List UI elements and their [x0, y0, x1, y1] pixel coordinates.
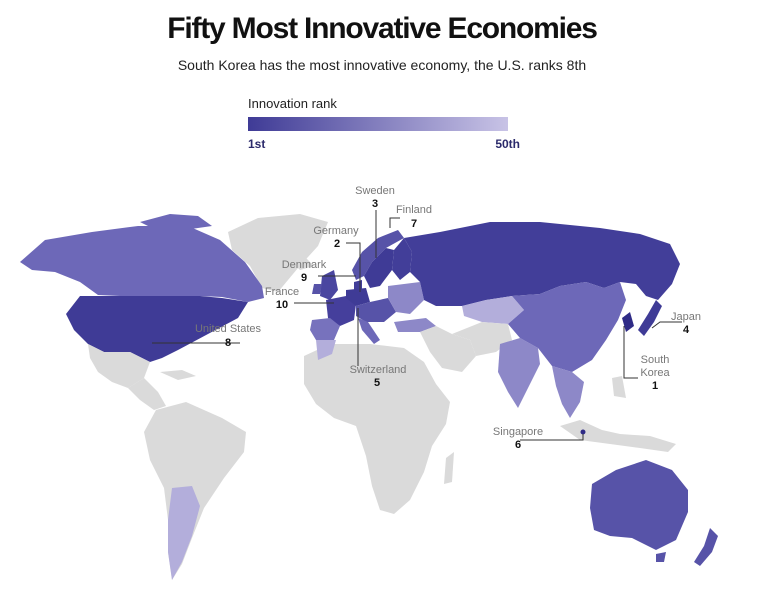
- chart-subtitle: South Korea has the most innovative econ…: [177, 57, 587, 73]
- singapore-marker: [580, 429, 586, 435]
- germany-leader: [346, 242, 361, 292]
- region-italy: [358, 318, 380, 344]
- region-uk: [320, 270, 338, 300]
- region-canada-islands: [140, 214, 212, 230]
- region-africa: [304, 344, 450, 514]
- region-new-zealand: [694, 528, 718, 566]
- singapore-leader: [520, 434, 584, 441]
- region-philippines: [612, 376, 626, 398]
- region-mexico: [88, 344, 150, 388]
- region-central-america: [128, 378, 166, 410]
- callout-name: Denmark: [282, 259, 327, 271]
- region-denmark: [354, 280, 362, 290]
- callout-rank: 4: [683, 324, 690, 336]
- region-japan: [638, 300, 662, 336]
- callout-rank: 1: [652, 380, 658, 392]
- callout-name: Japan: [671, 311, 701, 323]
- callout-name: Singapore: [493, 426, 543, 438]
- callout-switzerland: Switzerland 5: [350, 364, 407, 389]
- callout-rank: 10: [276, 299, 288, 311]
- callout-south-korea: South Korea 1: [640, 354, 670, 392]
- region-canada: [20, 226, 264, 302]
- region-madagascar: [444, 452, 454, 484]
- callout-denmark: Denmark 9: [282, 259, 327, 284]
- region-iran: [452, 322, 512, 356]
- region-kazakhstan: [462, 296, 524, 324]
- callout-finland: Finland 7: [396, 204, 432, 230]
- region-central-europe: [356, 298, 396, 322]
- region-south-america: [144, 402, 246, 580]
- region-ireland: [312, 284, 322, 294]
- region-greenland: [228, 214, 328, 292]
- region-eastern-europe: [388, 282, 424, 314]
- callout-united-states: United States 8: [195, 323, 262, 349]
- region-tasmania: [656, 552, 666, 562]
- region-indonesia: [560, 420, 676, 452]
- legend-max-label: 50th: [495, 137, 520, 151]
- region-spain: [310, 318, 340, 340]
- region-turkey: [394, 318, 436, 332]
- callout-rank: 3: [372, 198, 378, 210]
- legend-color-bar: [248, 117, 508, 131]
- callout-rank: 9: [301, 272, 307, 284]
- callout-france: France 10: [265, 286, 299, 311]
- region-iceland: [292, 258, 314, 270]
- callout-name: Sweden: [355, 185, 395, 197]
- callout-name-line2: Korea: [640, 367, 670, 379]
- legend-title: Innovation rank: [248, 96, 337, 111]
- callout-name: France: [265, 286, 299, 298]
- callout-sweden: Sweden 3: [355, 185, 395, 210]
- region-caribbean: [160, 370, 196, 380]
- region-sweden: [364, 248, 394, 288]
- callout-name: Germany: [313, 225, 359, 237]
- callout-rank: 5: [374, 377, 380, 389]
- region-norway: [352, 230, 404, 280]
- south-korea-leader: [623, 326, 638, 379]
- callout-germany: Germany 2: [313, 225, 359, 250]
- finland-leader: [389, 217, 400, 228]
- callout-rank: 8: [225, 337, 231, 349]
- callout-rank: 2: [334, 238, 340, 250]
- legend-min-label: 1st: [248, 137, 266, 151]
- region-germany: [346, 288, 370, 306]
- region-russia: [404, 222, 680, 306]
- japan-leader: [651, 321, 682, 329]
- callout-name: United States: [195, 323, 262, 335]
- region-australia: [590, 460, 688, 550]
- region-finland: [392, 238, 412, 280]
- callout-rank: 6: [515, 439, 521, 451]
- region-southeast-asia: [552, 366, 584, 418]
- callout-japan: Japan 4: [671, 311, 701, 336]
- region-argentina: [168, 486, 200, 580]
- region-india: [498, 338, 540, 408]
- callout-name-line1: South: [641, 354, 670, 366]
- callout-name: Finland: [396, 204, 432, 216]
- region-united-states: [66, 296, 248, 362]
- region-south-korea: [622, 312, 634, 332]
- region-morocco: [316, 340, 336, 360]
- region-china: [508, 282, 626, 372]
- region-middle-east: [420, 326, 476, 372]
- callout-rank: 7: [411, 218, 417, 230]
- chart-title: Fifty Most Innovative Economies: [167, 12, 598, 45]
- callout-name: Switzerland: [350, 364, 407, 376]
- callout-singapore: Singapore 6: [493, 426, 543, 451]
